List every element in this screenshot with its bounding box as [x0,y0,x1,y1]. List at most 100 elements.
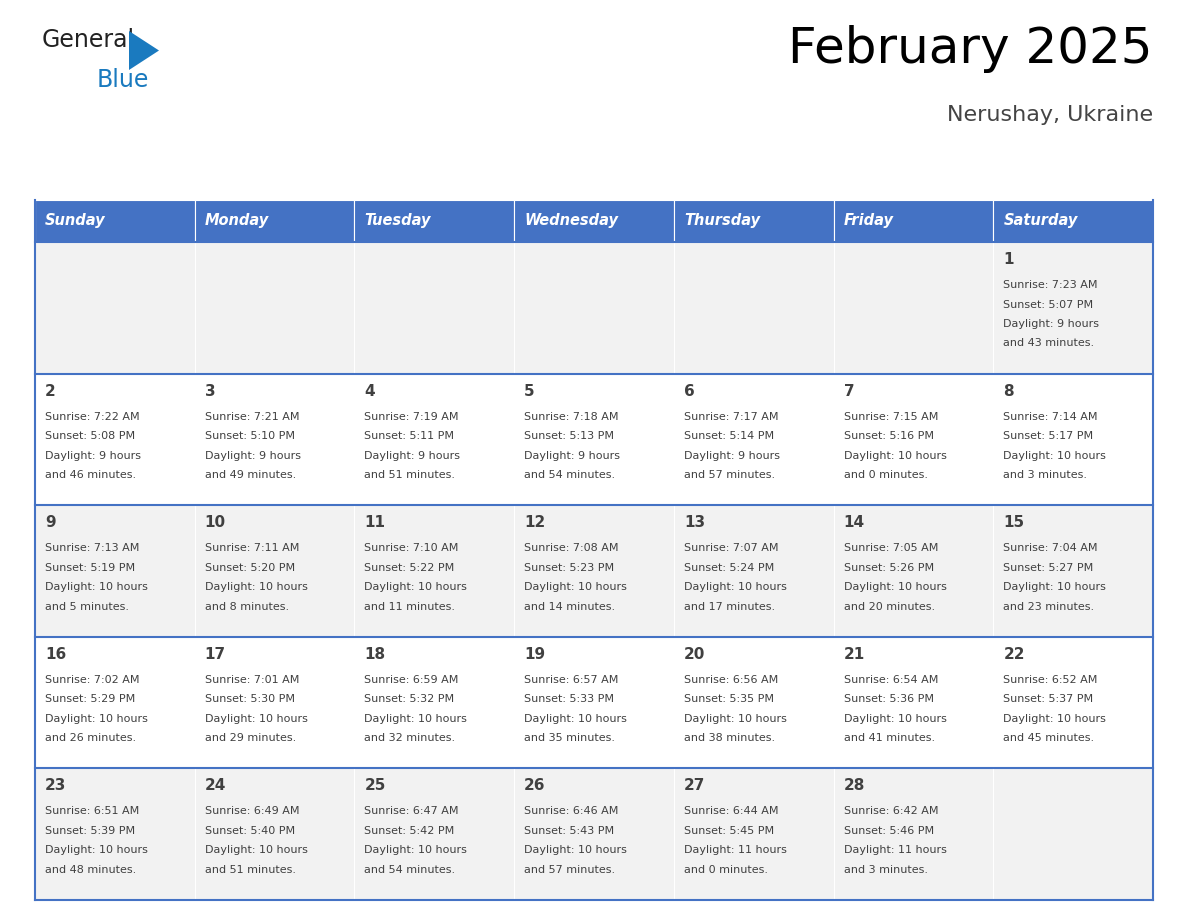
Bar [674,242,834,374]
Bar [34,242,195,374]
Bar [674,200,834,242]
Text: Sunset: 5:17 PM: Sunset: 5:17 PM [1004,431,1093,442]
Text: Sunset: 5:20 PM: Sunset: 5:20 PM [204,563,295,573]
Text: Wednesday: Wednesday [524,214,618,229]
Text: Sunrise: 7:02 AM: Sunrise: 7:02 AM [45,675,139,685]
Text: Sunset: 5:36 PM: Sunset: 5:36 PM [843,694,934,704]
Text: Sunrise: 6:56 AM: Sunrise: 6:56 AM [684,675,778,685]
Bar [514,768,674,900]
Text: 15: 15 [1004,515,1024,531]
Text: Sunrise: 7:21 AM: Sunrise: 7:21 AM [204,411,299,421]
Text: Sunset: 5:23 PM: Sunset: 5:23 PM [524,563,614,573]
Text: Sunset: 5:19 PM: Sunset: 5:19 PM [45,563,135,573]
Text: and 32 minutes.: and 32 minutes. [365,733,455,744]
Bar [834,637,993,768]
Text: Sunrise: 7:19 AM: Sunrise: 7:19 AM [365,411,459,421]
Text: and 0 minutes.: and 0 minutes. [684,865,767,875]
Bar [34,637,195,768]
Text: 22: 22 [1004,647,1025,662]
Text: Daylight: 10 hours: Daylight: 10 hours [843,714,947,723]
Text: Sunrise: 6:51 AM: Sunrise: 6:51 AM [45,806,139,816]
Text: 12: 12 [524,515,545,531]
Text: 8: 8 [1004,384,1013,398]
Text: and 38 minutes.: and 38 minutes. [684,733,775,744]
Text: and 0 minutes.: and 0 minutes. [843,470,928,480]
Text: Daylight: 11 hours: Daylight: 11 hours [843,845,947,856]
Text: and 20 minutes.: and 20 minutes. [843,601,935,611]
Text: Daylight: 10 hours: Daylight: 10 hours [45,845,147,856]
Text: 24: 24 [204,778,226,793]
Text: Sunrise: 7:23 AM: Sunrise: 7:23 AM [1004,280,1098,290]
Text: Daylight: 10 hours: Daylight: 10 hours [843,582,947,592]
Bar [195,242,354,374]
Text: and 26 minutes.: and 26 minutes. [45,733,137,744]
Text: Tuesday: Tuesday [365,214,431,229]
Text: 19: 19 [524,647,545,662]
Text: General: General [42,28,135,52]
Text: Sunrise: 6:42 AM: Sunrise: 6:42 AM [843,806,939,816]
Text: Sunset: 5:08 PM: Sunset: 5:08 PM [45,431,135,442]
Text: 6: 6 [684,384,695,398]
Bar [354,637,514,768]
Text: Sunset: 5:42 PM: Sunset: 5:42 PM [365,826,455,836]
Text: Sunset: 5:26 PM: Sunset: 5:26 PM [843,563,934,573]
Text: Sunset: 5:39 PM: Sunset: 5:39 PM [45,826,135,836]
Text: Sunrise: 6:46 AM: Sunrise: 6:46 AM [524,806,619,816]
Text: and 5 minutes.: and 5 minutes. [45,601,129,611]
Text: Daylight: 10 hours: Daylight: 10 hours [1004,582,1106,592]
Text: 11: 11 [365,515,385,531]
Text: and 3 minutes.: and 3 minutes. [1004,470,1087,480]
Text: 14: 14 [843,515,865,531]
Text: and 48 minutes.: and 48 minutes. [45,865,137,875]
Text: Sunrise: 6:59 AM: Sunrise: 6:59 AM [365,675,459,685]
Text: Blue: Blue [97,68,150,92]
Text: Sunset: 5:43 PM: Sunset: 5:43 PM [524,826,614,836]
Text: and 51 minutes.: and 51 minutes. [365,470,455,480]
Text: Sunrise: 6:49 AM: Sunrise: 6:49 AM [204,806,299,816]
Text: and 51 minutes.: and 51 minutes. [204,865,296,875]
Bar [354,505,514,637]
Text: Daylight: 10 hours: Daylight: 10 hours [684,714,786,723]
Text: 20: 20 [684,647,706,662]
Bar [674,505,834,637]
Text: Sunset: 5:14 PM: Sunset: 5:14 PM [684,431,775,442]
Text: and 35 minutes.: and 35 minutes. [524,733,615,744]
Text: Daylight: 10 hours: Daylight: 10 hours [524,582,627,592]
Text: Thursday: Thursday [684,214,760,229]
Text: 13: 13 [684,515,704,531]
Text: and 54 minutes.: and 54 minutes. [524,470,615,480]
Text: 18: 18 [365,647,386,662]
Text: Sunset: 5:07 PM: Sunset: 5:07 PM [1004,299,1093,309]
Text: 23: 23 [45,778,67,793]
Bar [34,374,195,505]
Bar [993,505,1154,637]
Text: Daylight: 11 hours: Daylight: 11 hours [684,845,786,856]
Text: 9: 9 [45,515,56,531]
Text: 4: 4 [365,384,375,398]
Bar [834,768,993,900]
Bar [674,768,834,900]
Bar [195,768,354,900]
Bar [834,242,993,374]
Text: and 8 minutes.: and 8 minutes. [204,601,289,611]
Text: 21: 21 [843,647,865,662]
Text: Saturday: Saturday [1004,214,1078,229]
Text: Sunrise: 7:07 AM: Sunrise: 7:07 AM [684,543,778,554]
Text: and 17 minutes.: and 17 minutes. [684,601,775,611]
Text: 28: 28 [843,778,865,793]
Text: and 14 minutes.: and 14 minutes. [524,601,615,611]
Bar [354,768,514,900]
Text: Sunset: 5:33 PM: Sunset: 5:33 PM [524,694,614,704]
Text: Friday: Friday [843,214,893,229]
Text: Sunrise: 7:11 AM: Sunrise: 7:11 AM [204,543,299,554]
Text: Sunrise: 7:17 AM: Sunrise: 7:17 AM [684,411,778,421]
Text: and 23 minutes.: and 23 minutes. [1004,601,1094,611]
Text: Sunset: 5:10 PM: Sunset: 5:10 PM [204,431,295,442]
Text: February 2025: February 2025 [789,25,1154,73]
Text: Nerushay, Ukraine: Nerushay, Ukraine [947,105,1154,125]
Text: Daylight: 10 hours: Daylight: 10 hours [1004,451,1106,461]
Text: 17: 17 [204,647,226,662]
Bar [834,200,993,242]
Text: Sunday: Sunday [45,214,106,229]
Text: Sunset: 5:24 PM: Sunset: 5:24 PM [684,563,775,573]
